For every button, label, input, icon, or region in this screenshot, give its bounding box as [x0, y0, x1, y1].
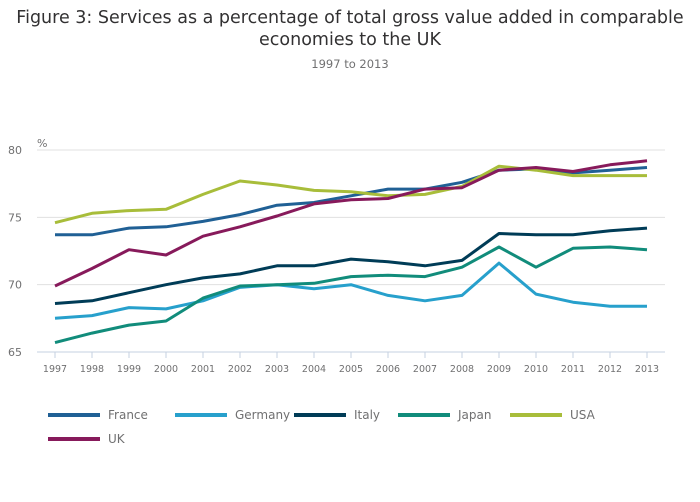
- series-line-italy: [54, 226, 648, 305]
- legend-item-uk[interactable]: UK: [48, 432, 125, 446]
- x-tick-label: 2010: [524, 364, 548, 375]
- chart-title-line-1: Figure 3: Services as a percentage of to…: [16, 8, 684, 28]
- x-tick-label: 2008: [450, 364, 474, 375]
- legend-label: Italy: [354, 408, 381, 422]
- series-line-japan: [54, 245, 648, 345]
- legend-item-japan[interactable]: Japan: [398, 408, 491, 422]
- x-tick-label: 2000: [154, 364, 178, 375]
- x-tick-label: 1997: [43, 364, 67, 375]
- legend-label: Japan: [458, 408, 492, 422]
- legend-label: USA: [570, 408, 595, 422]
- series-line-germany: [54, 261, 647, 320]
- chart-title: Figure 3: Services as a percentage of to…: [0, 7, 700, 51]
- legend-label: UK: [108, 432, 125, 446]
- legend-label: Germany: [235, 408, 291, 422]
- x-tick-label: 2004: [302, 364, 326, 375]
- legend-label: France: [108, 408, 148, 422]
- legend-swatch: [398, 413, 450, 417]
- y-axis-label: %: [37, 137, 47, 150]
- x-tick-label: 2002: [228, 364, 252, 375]
- legend-swatch: [175, 413, 227, 417]
- legend-item-italy[interactable]: Italy: [294, 408, 380, 422]
- y-tick-label: 65: [8, 346, 22, 359]
- chart-title-line-2: economies to the UK: [259, 30, 441, 50]
- legend-swatch: [48, 413, 100, 417]
- legend-item-france[interactable]: France: [48, 408, 148, 422]
- chart-subtitle: 1997 to 2013: [311, 57, 389, 71]
- x-tick-label: 2007: [413, 364, 437, 375]
- x-axis: 1997 1998 1999 2000 2001 2002 2003 2004 2005 2006…: [37, 351, 665, 375]
- x-tick-label: 2006: [376, 364, 400, 375]
- legend-swatch: [510, 413, 562, 417]
- legend-item-usa[interactable]: USA: [510, 408, 595, 422]
- y-tick-label: 75: [8, 211, 22, 224]
- y-tick-label: 80: [8, 144, 22, 157]
- legend-item-germany[interactable]: Germany: [175, 408, 290, 422]
- legend-swatch: [294, 413, 346, 417]
- legend-swatch: [48, 437, 100, 441]
- x-tick-label: 1998: [80, 364, 104, 375]
- x-tick-label: 1999: [117, 364, 141, 375]
- x-tick-label: 2003: [265, 364, 289, 375]
- x-tick-label: 2005: [339, 364, 363, 375]
- series-line-usa: [54, 164, 647, 225]
- x-tick-label: 2012: [598, 364, 622, 375]
- series-line-uk: [54, 159, 648, 288]
- series-lines: [54, 159, 648, 345]
- y-tick-label: 70: [8, 279, 22, 292]
- x-tick-label: 2001: [191, 364, 215, 375]
- x-tick-label: 2009: [487, 364, 511, 375]
- x-tick-label: 2013: [635, 364, 659, 375]
- x-tick-label: 2011: [561, 364, 585, 375]
- y-axis: % 65 70 75 80: [8, 137, 47, 359]
